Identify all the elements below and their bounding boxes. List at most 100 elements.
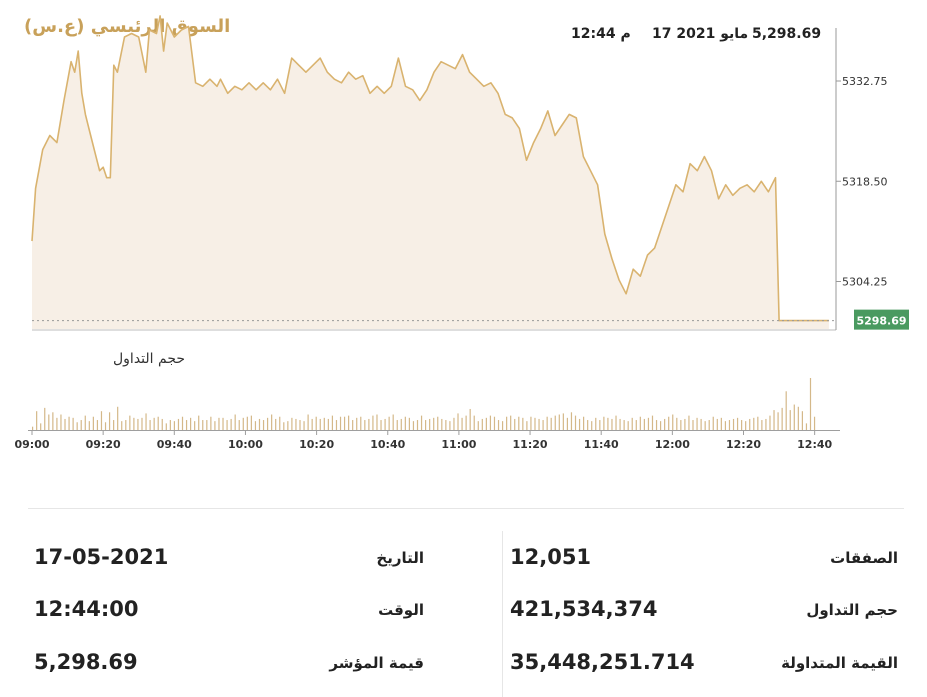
volume-bar <box>672 414 674 430</box>
volume-bar <box>226 420 228 430</box>
volume-bar <box>246 416 248 430</box>
index-label: قيمة المؤشر <box>329 654 424 672</box>
volume-bar <box>238 420 240 430</box>
volume-bar <box>388 416 390 430</box>
volume-bar <box>587 420 589 430</box>
volume-bar <box>108 412 111 430</box>
volume-label: حجم التداول <box>806 601 898 619</box>
volume-bar <box>680 420 682 430</box>
volume-bar <box>781 407 783 430</box>
volume-bar <box>465 415 467 430</box>
volume-bar <box>348 415 350 430</box>
volume-bar <box>157 416 159 430</box>
volume-bar <box>736 417 739 430</box>
volume-bar <box>619 418 621 430</box>
volume-bar <box>493 416 496 430</box>
volume-bar <box>497 420 500 430</box>
volume-bar <box>437 416 439 430</box>
volume-bar <box>315 416 317 430</box>
x-tick-label: 11:20 <box>513 438 548 451</box>
volume-bar <box>664 418 666 430</box>
volume-bar <box>506 416 508 430</box>
volume-bar <box>635 420 637 430</box>
volume-bar <box>651 415 654 430</box>
volume-bar <box>210 416 212 430</box>
volume-bar <box>704 421 706 430</box>
volume-bar <box>457 413 459 430</box>
volume-bar <box>40 423 42 430</box>
volume-bar <box>769 415 771 430</box>
volume-bar <box>194 421 196 430</box>
volume-bar <box>696 417 698 430</box>
volume-bar <box>809 378 812 430</box>
header-value: 5,298.69 <box>752 26 822 42</box>
volume-bar <box>639 416 641 430</box>
volume-bar <box>372 415 374 430</box>
volume-bar <box>627 421 629 430</box>
volume-bar <box>287 421 289 430</box>
volume-bar <box>700 418 702 430</box>
turnover-value: 35,448,251.714 <box>510 650 695 674</box>
volume-bar <box>453 417 455 430</box>
volume-bar <box>258 418 261 430</box>
volume-bar <box>368 418 370 430</box>
volume-bar <box>214 421 216 430</box>
volume-bar <box>607 417 609 430</box>
volume-bar <box>501 421 504 430</box>
volume-bar <box>36 411 38 430</box>
volume-bar <box>578 418 581 430</box>
stats-divider <box>502 531 503 697</box>
y-tick-label: 5318.50 <box>842 175 888 188</box>
volume-bar <box>793 404 795 430</box>
volume-bar <box>56 417 58 430</box>
volume-bar <box>574 415 577 430</box>
volume-bar <box>48 414 50 430</box>
volume-bar <box>485 417 487 430</box>
price-area-fill <box>32 15 829 330</box>
volume-bar <box>481 418 483 430</box>
index-value: 5,298.69 <box>34 650 138 674</box>
volume-bar <box>52 412 54 430</box>
volume-bar <box>44 407 46 430</box>
volume-bar <box>92 416 94 430</box>
volume-bar <box>319 418 321 430</box>
volume-bar <box>161 418 163 430</box>
volume-bar <box>732 418 735 430</box>
volume-bar <box>202 420 204 430</box>
volume-bar <box>777 412 779 430</box>
volume-bar <box>591 421 593 430</box>
volume-bar <box>510 415 512 430</box>
volume-bar <box>489 415 492 430</box>
volume-bar <box>307 414 309 430</box>
time-value: 12:44:00 <box>34 597 139 621</box>
volume-bar <box>530 416 532 430</box>
volume-bar <box>445 420 447 430</box>
volume-bar <box>206 420 208 430</box>
volume-bar <box>416 420 419 430</box>
volume-bar <box>72 417 74 430</box>
volume-bar <box>376 414 378 430</box>
volume-bar <box>303 421 305 430</box>
volume-bar <box>522 417 524 430</box>
volume-bar <box>173 421 175 430</box>
volume-bar <box>712 416 714 430</box>
volume-bar <box>153 417 155 430</box>
volume-bar <box>469 408 471 430</box>
volume-bar <box>554 415 556 430</box>
volume-bar <box>96 420 99 430</box>
volume-bar <box>392 414 394 430</box>
volume-bar <box>198 415 200 430</box>
volume-bar <box>684 418 686 430</box>
volume-bar <box>433 417 435 430</box>
volume-bar <box>360 416 362 430</box>
volume-bar <box>400 418 402 430</box>
y-tick-label: 5304.25 <box>842 276 888 289</box>
volume-bar <box>339 416 342 430</box>
volume-bar <box>643 418 645 430</box>
volume-bar <box>623 420 625 430</box>
x-tick-label: 12:20 <box>726 438 761 451</box>
x-tick-label: 10:20 <box>299 438 334 451</box>
volume-bar <box>141 417 143 430</box>
volume-bar <box>724 421 727 430</box>
volume-bar <box>562 413 564 430</box>
